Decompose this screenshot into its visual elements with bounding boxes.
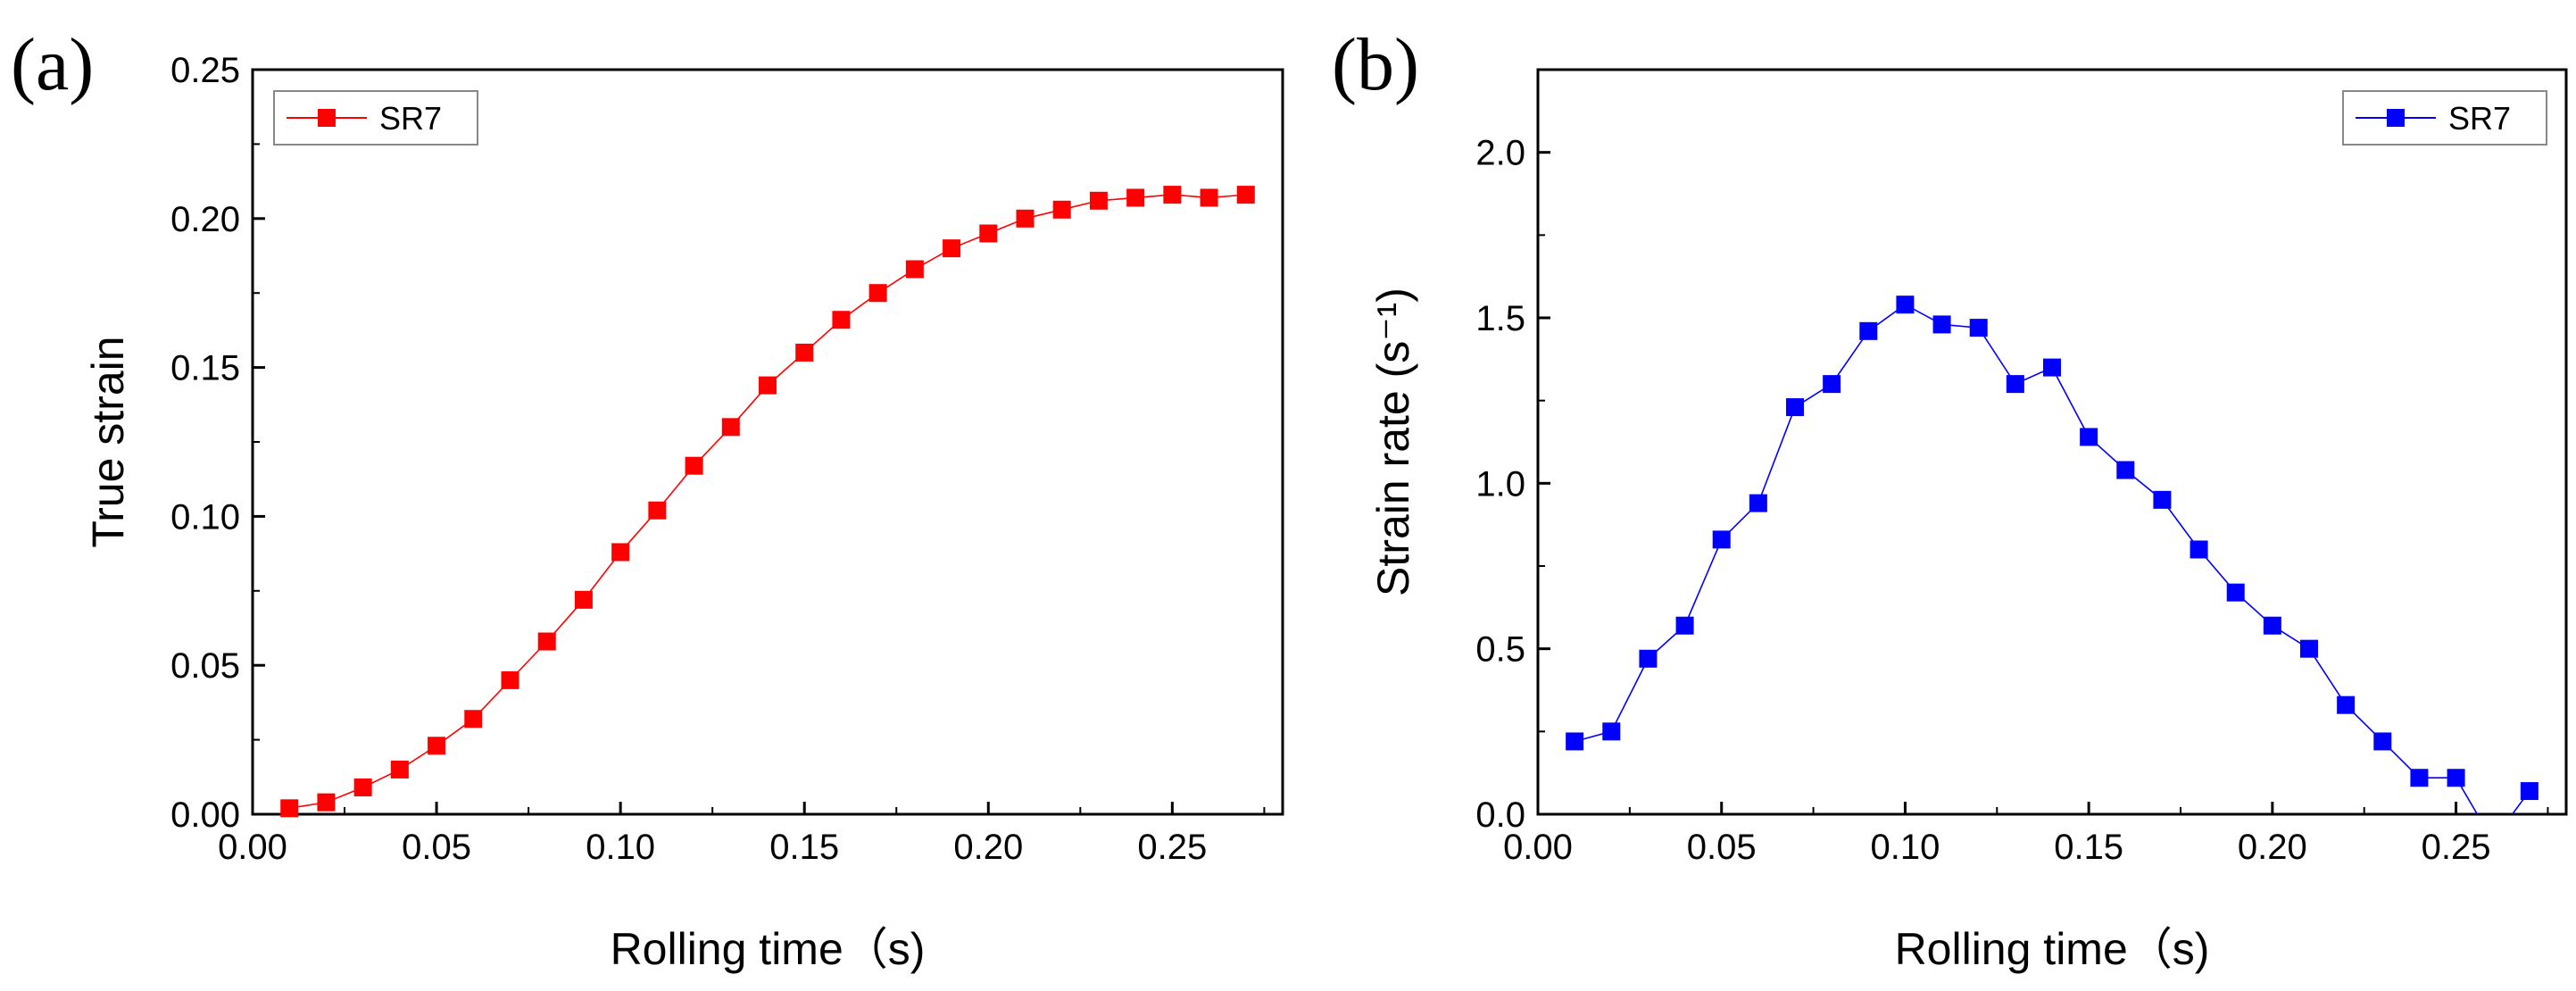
data-point-a-22 <box>1089 191 1108 210</box>
data-point-a-11 <box>685 456 703 475</box>
y-axis-title-b: Strain rate (s⁻¹) <box>1368 287 1418 596</box>
x-axis-title-b: Rolling time（s) <box>1895 924 2210 974</box>
panel-label-b: (b) <box>1332 23 1419 106</box>
series-line-a-0 <box>289 194 1246 810</box>
data-point-b-7 <box>1823 375 1841 394</box>
x-axis-title-a: Rolling time（s) <box>611 924 926 974</box>
data-point-b-6 <box>1786 398 1804 417</box>
y-tick-label-b-0: 0.0 <box>1475 795 1525 835</box>
data-point-a-4 <box>428 737 446 755</box>
y-tick-label-a-0: 0.00 <box>170 795 240 835</box>
data-point-a-3 <box>390 760 409 779</box>
data-point-b-11 <box>1969 319 1988 337</box>
x-tick-label-b-1: 0.05 <box>1687 828 1757 867</box>
x-tick-label-b-2: 0.10 <box>1870 828 1940 867</box>
panel-a: (a) 0.00 0.05 0.10 0.15 0.20 0.25 0.00 0.05 0.10… <box>11 23 1284 974</box>
data-point-a-20 <box>1016 209 1035 228</box>
data-point-b-15 <box>2116 461 2135 479</box>
data-point-b-24 <box>2447 769 2465 787</box>
data-point-a-26 <box>1236 186 1255 204</box>
data-point-b-21 <box>2337 695 2356 714</box>
y-tick-label-a-1: 0.05 <box>170 646 240 686</box>
x-tick-label-a-1: 0.05 <box>402 828 471 867</box>
legend-label-a: SR7 <box>379 100 442 137</box>
data-point-b-10 <box>1932 315 1951 334</box>
x-tick-label-b-5: 0.25 <box>2422 828 2491 867</box>
legend-marker-b <box>2387 109 2405 127</box>
plot-frame-b <box>1536 68 2568 816</box>
series-line-b-0 <box>1574 304 2530 814</box>
plot-marks-b: 0.00 0.05 0.10 0.15 0.20 0.25 0.0 0.5 1.0 1.5 2.0 <box>1475 134 2549 867</box>
x-tick-label-a-2: 0.10 <box>586 828 655 867</box>
plot-marks-a: 0.00 0.05 0.10 0.15 0.20 0.25 0.00 0.05 0.10 0.15… <box>170 51 1266 867</box>
data-point-a-10 <box>648 501 667 520</box>
data-point-b-0 <box>1566 732 1584 751</box>
data-point-a-21 <box>1052 200 1071 219</box>
panel-b: (b) 0.00 0.05 0.10 0.15 0.20 0.25 0.0 0.5 1.0 1.5… <box>1332 23 2568 974</box>
data-point-a-19 <box>979 224 998 243</box>
x-tick-label-b-0: 0.00 <box>1503 828 1573 867</box>
x-tick-label-a-5: 0.25 <box>1137 828 1207 867</box>
data-point-a-1 <box>317 793 336 812</box>
data-point-b-16 <box>2153 490 2172 509</box>
data-point-b-14 <box>2080 428 2098 446</box>
panel-label-a: (a) <box>11 23 94 106</box>
x-tick-label-a-3: 0.15 <box>769 828 839 867</box>
y-tick-label-a-5: 0.25 <box>170 51 240 90</box>
data-point-b-13 <box>2043 358 2061 377</box>
data-point-a-16 <box>868 284 887 303</box>
data-point-a-6 <box>501 670 519 689</box>
x-tick-label-b-3: 0.15 <box>2054 828 2123 867</box>
legend-label-b: SR7 <box>2448 100 2511 137</box>
y-tick-label-b-1: 0.5 <box>1475 630 1525 670</box>
legend-a: SR7 <box>273 90 478 146</box>
legend-b: SR7 <box>2342 90 2547 146</box>
data-point-b-22 <box>2373 732 2392 751</box>
data-point-a-18 <box>943 239 961 258</box>
data-point-a-14 <box>795 343 814 362</box>
data-point-a-9 <box>611 543 630 562</box>
data-point-b-23 <box>2410 769 2429 787</box>
data-point-b-18 <box>2226 583 2245 602</box>
data-point-a-17 <box>905 260 924 279</box>
data-point-b-20 <box>2300 639 2318 658</box>
y-axis-title-a: True strain <box>83 336 133 547</box>
x-tick-label-a-0: 0.00 <box>218 828 287 867</box>
data-point-a-12 <box>721 418 740 437</box>
data-point-b-8 <box>1859 321 1878 340</box>
plot-frame-a <box>251 68 1284 816</box>
data-point-b-5 <box>1749 494 1767 512</box>
data-point-a-15 <box>832 311 851 329</box>
data-point-a-23 <box>1126 188 1145 207</box>
data-point-b-4 <box>1712 530 1731 549</box>
data-point-b-2 <box>1639 649 1658 668</box>
data-point-b-19 <box>2263 616 2281 635</box>
x-tick-label-b-4: 0.20 <box>2238 828 2307 867</box>
data-point-a-0 <box>280 799 299 818</box>
data-point-a-5 <box>464 710 483 729</box>
data-point-b-3 <box>1675 616 1694 635</box>
data-point-a-7 <box>537 632 556 651</box>
y-tick-label-b-2: 1.0 <box>1475 464 1525 504</box>
data-point-a-2 <box>353 778 372 796</box>
data-point-b-9 <box>1896 296 1915 314</box>
data-point-b-1 <box>1602 722 1621 741</box>
x-tick-label-a-4: 0.20 <box>953 828 1023 867</box>
y-tick-label-a-3: 0.15 <box>170 349 240 388</box>
data-point-b-12 <box>2006 375 2024 394</box>
data-point-a-8 <box>574 590 593 609</box>
data-point-b-26 <box>2520 782 2539 801</box>
data-point-b-17 <box>2190 540 2208 559</box>
data-point-a-13 <box>759 376 777 395</box>
y-tick-label-b-3: 1.5 <box>1475 299 1525 338</box>
data-point-a-24 <box>1163 186 1182 204</box>
y-tick-label-a-4: 0.20 <box>170 200 240 239</box>
y-tick-label-b-4: 2.0 <box>1475 134 1525 173</box>
legend-marker-a <box>318 109 336 127</box>
y-tick-label-a-2: 0.10 <box>170 497 240 537</box>
data-point-a-25 <box>1200 188 1218 207</box>
